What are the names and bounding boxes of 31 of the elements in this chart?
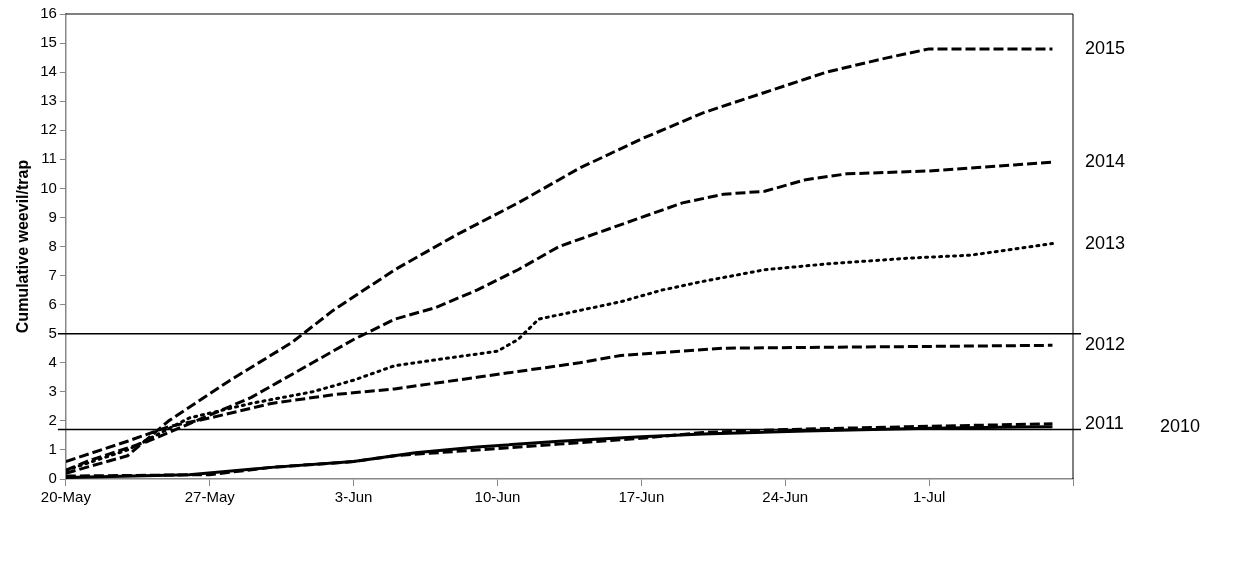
series-label: 2011 [1085,412,1124,433]
y-tick-label: 4 [48,352,57,370]
y-tick-label: 0 [48,469,57,487]
y-axis-title: Cumulative weevil/trap [14,159,32,334]
y-tick-label: 5 [48,323,57,341]
series-label: 2014 [1085,151,1126,172]
y-tick-label: 8 [48,236,57,254]
x-tick-label: 20-May [40,488,92,506]
x-tick-label: 10-Jun [474,488,521,506]
x-tick-label: 1-Jul [912,488,946,506]
y-tick-label: 14 [40,62,57,80]
y-tick-label: 16 [40,4,57,22]
y-tick-label: 13 [40,91,57,109]
y-tick-label: 10 [40,178,57,196]
y-tick-label: 11 [41,149,57,167]
x-tick-label: 24-Jun [762,488,809,506]
y-tick-label: 2 [48,411,57,429]
text: 2010 [1160,415,1201,436]
y-tick-label: 7 [48,265,57,283]
y-tick-label: 1 [48,440,57,458]
series-label: 2013 [1085,232,1126,253]
y-tick-label: 12 [40,120,57,138]
y-tick-label: 6 [48,294,57,312]
x-tick-label: 27-May [184,488,236,506]
y-tick-label: 3 [48,381,57,399]
series-label: 2012 [1085,334,1126,355]
y-tick-label: 9 [48,207,57,225]
x-tick-label: 17-Jun [618,488,665,506]
y-tick-label: 15 [40,33,57,51]
series-label: 2015 [1085,37,1126,58]
x-tick-label: 3-Jun [334,488,373,506]
